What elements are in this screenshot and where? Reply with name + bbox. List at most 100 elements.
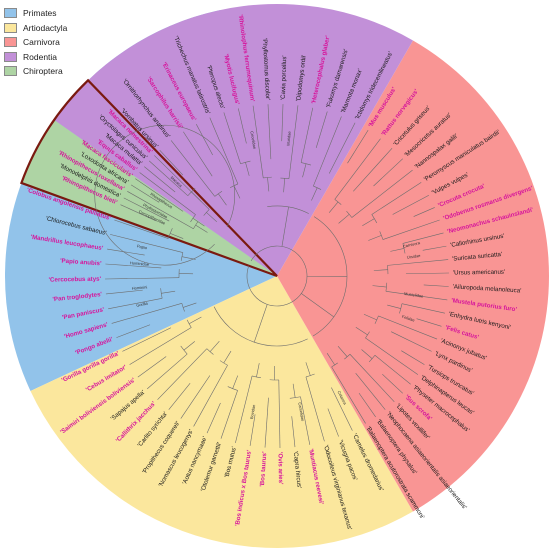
branch	[116, 324, 151, 338]
branch	[281, 206, 289, 247]
branch	[300, 107, 314, 163]
branch	[105, 289, 143, 295]
leaf-label: 'Capra hircus'	[292, 451, 303, 489]
branch	[192, 217, 205, 227]
branch	[358, 392, 376, 418]
legend-label: Chiroptera	[23, 66, 63, 77]
branch	[183, 341, 196, 351]
branch	[422, 245, 447, 251]
branch	[183, 131, 213, 177]
legend-label: Carnivora	[23, 37, 60, 48]
branch	[167, 228, 173, 239]
branch	[382, 219, 440, 240]
branch	[214, 191, 223, 197]
highlight-outline	[19, 78, 278, 278]
branch	[334, 199, 342, 205]
branch	[253, 304, 268, 343]
branch	[183, 302, 197, 308]
branch	[190, 214, 196, 223]
branch	[180, 252, 184, 261]
branch	[292, 383, 296, 398]
branch	[105, 263, 162, 269]
clade-label: Hominini	[132, 284, 148, 290]
branch	[110, 234, 183, 253]
leaf-label: 'Papio anubis'	[60, 257, 102, 267]
clade-label: Felidae	[401, 314, 416, 323]
branch	[219, 360, 228, 366]
branch	[267, 177, 270, 192]
branch	[373, 158, 403, 187]
branch	[238, 108, 247, 144]
highlight-box	[19, 78, 278, 278]
branch	[311, 187, 318, 201]
branch	[235, 375, 253, 443]
branch	[344, 354, 351, 360]
branch	[368, 235, 382, 241]
clade-label: Mustelidae	[404, 291, 425, 299]
branch	[402, 232, 444, 244]
leaf-label: 'Ursus americanus'	[453, 269, 505, 277]
branch	[249, 414, 256, 446]
branch	[401, 350, 425, 365]
tree-branches	[94, 104, 449, 448]
branch	[315, 111, 328, 148]
branch	[413, 207, 435, 217]
branch	[130, 184, 160, 203]
branch	[246, 245, 308, 307]
legend-label: Rodentia	[23, 51, 58, 62]
branch	[170, 140, 216, 197]
branch	[245, 162, 250, 176]
legend-swatch	[4, 37, 17, 48]
branch	[361, 349, 373, 359]
clade-sectors	[4, 3, 549, 548]
legend-item: Chiroptera	[4, 64, 67, 79]
clade-label: Camelidae	[297, 402, 305, 422]
branch	[338, 214, 350, 224]
branch	[291, 416, 296, 448]
branch	[191, 191, 202, 202]
branch	[373, 269, 388, 271]
branch	[137, 356, 167, 378]
branch	[135, 178, 184, 212]
clade-label: Cricetidae	[249, 131, 257, 150]
clade-label: Bovidae	[249, 404, 257, 420]
branch	[267, 104, 272, 160]
branch	[161, 290, 176, 294]
branch	[387, 304, 401, 309]
branch	[331, 362, 338, 368]
branch	[233, 185, 241, 199]
branch	[301, 293, 334, 318]
branch	[240, 160, 251, 165]
legend-swatch	[4, 51, 17, 62]
clade-label: Muridae	[285, 130, 291, 146]
branch	[146, 353, 188, 390]
clade-label: Gorilla	[136, 300, 149, 307]
branch	[157, 348, 208, 400]
branch	[305, 362, 311, 376]
branch	[180, 375, 211, 419]
branch	[337, 345, 348, 357]
legend-swatch	[4, 8, 17, 19]
legend-label: Artiodactyla	[23, 22, 68, 33]
branch	[362, 218, 375, 227]
branch	[209, 117, 239, 185]
branch	[372, 285, 387, 288]
branch	[385, 291, 448, 301]
branch	[416, 318, 442, 327]
clade-label: Ursidae	[406, 253, 421, 260]
branch	[334, 138, 381, 200]
branch	[346, 211, 353, 218]
legend-label: Primates	[23, 8, 57, 19]
legend-item: Carnivora	[4, 35, 67, 50]
leaf-label: 'Bos taurus'	[259, 451, 268, 487]
branch	[374, 355, 411, 385]
legend-item: Rodentia	[4, 50, 67, 65]
branch	[313, 116, 342, 187]
branch	[387, 259, 449, 266]
branch	[351, 169, 413, 218]
branch	[168, 383, 191, 410]
branch	[302, 163, 307, 178]
sector-artiodactyla	[30, 276, 413, 548]
branch	[392, 194, 430, 215]
